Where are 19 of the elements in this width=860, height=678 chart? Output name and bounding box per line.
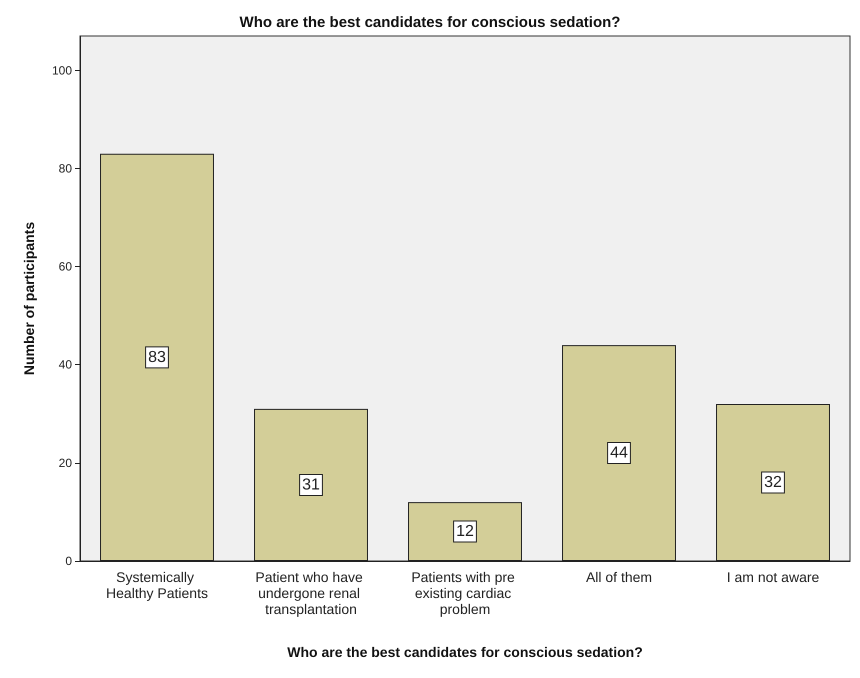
data-label: 32 [764,474,782,491]
data-label: 31 [302,476,320,494]
y-tick-label: 40 [58,358,72,372]
x-tick-label: Patient who have undergone renal transplantation [255,569,367,617]
x-axis-title: Who are the best candidates for conscious sedation? [287,644,643,660]
data-label: 44 [610,444,628,462]
y-tick-label: 60 [58,260,72,274]
x-tick-label: Patients with pre existing cardiac problem [411,569,519,617]
x-tick-label: Systemically Healthy Patients [106,569,208,601]
data-label: 12 [456,523,474,540]
y-tick-label: 80 [58,161,72,176]
y-tick-label: 0 [65,554,72,568]
y-tick-label: 100 [52,63,72,78]
x-tick-label: I am not aware [726,569,820,585]
data-label: 83 [148,348,166,366]
y-tick-label: 20 [58,456,72,470]
y-axis-title: Number of participants [21,222,37,376]
x-tick-label: All of them [586,569,652,585]
chart-title: Who are the best candidates for conscious sedation? [240,14,620,31]
